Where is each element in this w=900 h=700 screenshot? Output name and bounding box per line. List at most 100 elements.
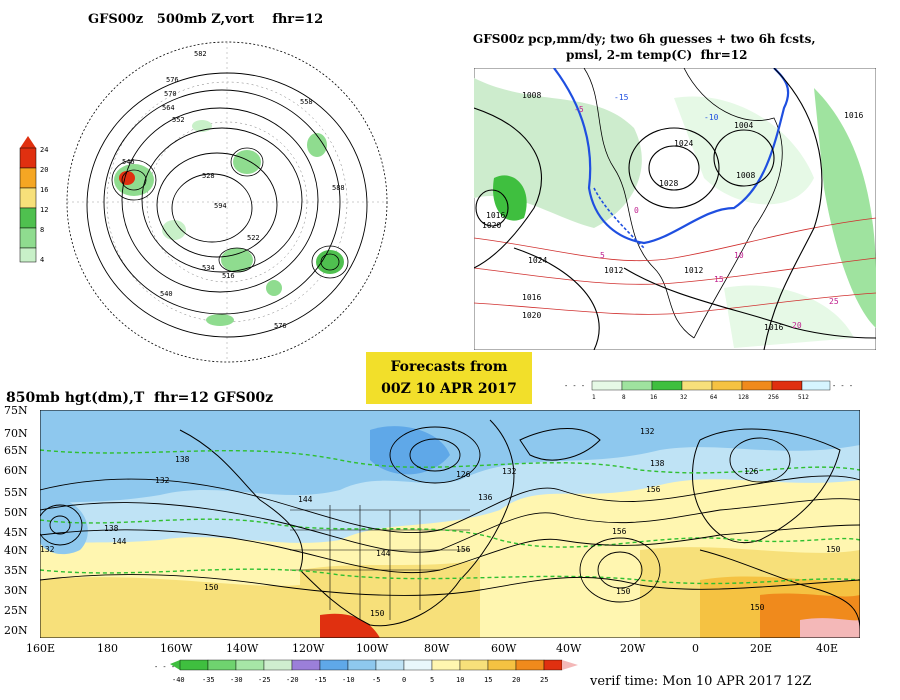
lat-label: 65N xyxy=(4,444,28,457)
vort-blob xyxy=(266,280,282,296)
h850-scale-box xyxy=(291,659,321,671)
h850-contour-label: 144 xyxy=(298,495,313,504)
lat-label: 20N xyxy=(4,624,28,637)
contour-label: 516 xyxy=(222,272,235,280)
precip-panel-title-2: pmsl, 2-m temp(C) fhr=12 xyxy=(566,48,748,62)
contour-label: 546 xyxy=(122,158,135,166)
isobar-label: 1024 xyxy=(528,256,547,265)
banner-line-1: Forecasts from xyxy=(390,359,508,375)
precip-scale-label: 256 xyxy=(768,394,779,401)
h850-scale-label: 25 xyxy=(540,676,548,684)
height-contour xyxy=(121,169,147,191)
h850-contour-label: 138 xyxy=(104,524,119,533)
h850-panel-title: 850mb hgt(dm),T fhr=12 GFS00z xyxy=(6,390,274,406)
precip-scale-box xyxy=(711,380,743,391)
vort-blob xyxy=(221,248,253,272)
height-contour xyxy=(86,72,368,338)
temp-label: 0 xyxy=(634,206,639,215)
scale-dash: - - - xyxy=(564,382,585,390)
precip-scale-box xyxy=(771,380,803,391)
temp-label: -15 xyxy=(614,93,629,102)
precip-area xyxy=(814,88,876,328)
height-contour xyxy=(320,253,340,271)
temp-label: 5 xyxy=(600,251,605,260)
temp-contour-red xyxy=(473,257,877,285)
h850-scale-box xyxy=(459,659,489,671)
h850-scale-label: -40 xyxy=(172,676,185,684)
height-contour xyxy=(111,159,157,201)
height-contour xyxy=(409,438,461,472)
height-contour xyxy=(171,173,253,243)
height-contour xyxy=(39,524,861,574)
h850-contour-label: 156 xyxy=(456,545,471,554)
h850-scale-label: -5 xyxy=(372,676,380,684)
lat-label: 75N xyxy=(4,404,28,417)
temp-shade-warm xyxy=(40,577,300,638)
h850-contour-label: 132 xyxy=(640,427,655,436)
isobar-label: 1004 xyxy=(734,121,753,130)
vort-scale-label: 4 xyxy=(40,256,44,264)
verif-time: verif time: Mon 10 APR 2017 12Z xyxy=(590,674,812,689)
contour-label: 522 xyxy=(247,234,260,242)
precip-scale-label: 1 xyxy=(592,394,596,401)
precip-map: 1008 1016 1020 1024 1012 1016 1020 1024 … xyxy=(473,67,877,354)
scale-dash: - - - xyxy=(154,663,175,671)
height-contour xyxy=(49,515,71,535)
h850-contour-label: 150 xyxy=(370,609,385,618)
temp-shade-hottest xyxy=(320,613,380,638)
coastline xyxy=(699,549,861,631)
precip-scale-label: 8 xyxy=(622,394,626,401)
vort-scale-label: 8 xyxy=(40,226,44,234)
isobar xyxy=(473,107,543,269)
isobar xyxy=(648,145,700,191)
h850-map: 138 132 144 150 126 132 136 144 150 156 … xyxy=(37,409,861,642)
lon-label: 120W xyxy=(292,642,325,655)
h850-scale-left-arrow xyxy=(170,660,180,670)
isobar-label: 1012 xyxy=(684,266,703,275)
h850-scale-box xyxy=(487,659,517,671)
h850-contour-label: 156 xyxy=(612,527,627,536)
h850-contour-label: 138 xyxy=(650,459,665,468)
vort-panel-title: GFS00z 500mb Z,vort fhr=12 xyxy=(88,12,324,27)
lat-label: 55N xyxy=(4,486,28,499)
precip-scale-box xyxy=(741,380,773,391)
h850-scale-svg: - - - -40 -35 -30 -25 -20 -15 -10 -5 0 5… xyxy=(154,659,578,684)
contour-label: 582 xyxy=(194,50,207,58)
vort-blob xyxy=(316,250,344,274)
h850-scale-label: -30 xyxy=(230,676,243,684)
lon-label: 180 xyxy=(97,642,118,655)
contour-label: 576 xyxy=(166,76,179,84)
vort-scale-svg: 24 20 16 12 8 4 xyxy=(19,136,48,264)
isobar-label: 1020 xyxy=(522,311,541,320)
precip-area xyxy=(724,285,854,348)
h850-contour-label: 144 xyxy=(112,537,127,546)
h850-scale-label: 5 xyxy=(430,676,434,684)
precip-scale-box xyxy=(651,380,683,391)
vort-scale-box-5 xyxy=(19,227,37,249)
coastline xyxy=(692,428,841,544)
h850-scale-box xyxy=(207,659,237,671)
contour-label: 570 xyxy=(164,90,177,98)
h850-contour-label: 150 xyxy=(750,603,765,612)
contour-label: 564 xyxy=(162,104,175,112)
lon-label: 100W xyxy=(356,642,389,655)
h850-contour-label: 144 xyxy=(376,549,391,558)
temp-contour-red xyxy=(473,292,877,315)
lat-label: 40N xyxy=(4,544,28,557)
h850-contour-label: 144 xyxy=(652,457,667,466)
height-contour xyxy=(311,245,349,279)
precip-scale-label: 128 xyxy=(738,394,749,401)
vort-scale-label: 12 xyxy=(40,206,48,214)
banner-line-2: 00Z 10 APR 2017 xyxy=(381,381,517,397)
h850-scale-label: -10 xyxy=(342,676,355,684)
vort-scale-label: 24 xyxy=(40,146,48,154)
precip-scale-box xyxy=(801,380,831,391)
h850-scale-label: 0 xyxy=(402,676,406,684)
vort-scale-label: 16 xyxy=(40,186,48,194)
vort-blob xyxy=(206,314,234,326)
h850-contour-label: 126 xyxy=(456,470,471,479)
h850-map-svg: 138 132 144 150 126 132 136 144 150 156 … xyxy=(37,409,861,639)
height-contour xyxy=(156,152,278,258)
isobar-label: 1020 xyxy=(482,221,501,230)
coastline xyxy=(683,67,783,339)
